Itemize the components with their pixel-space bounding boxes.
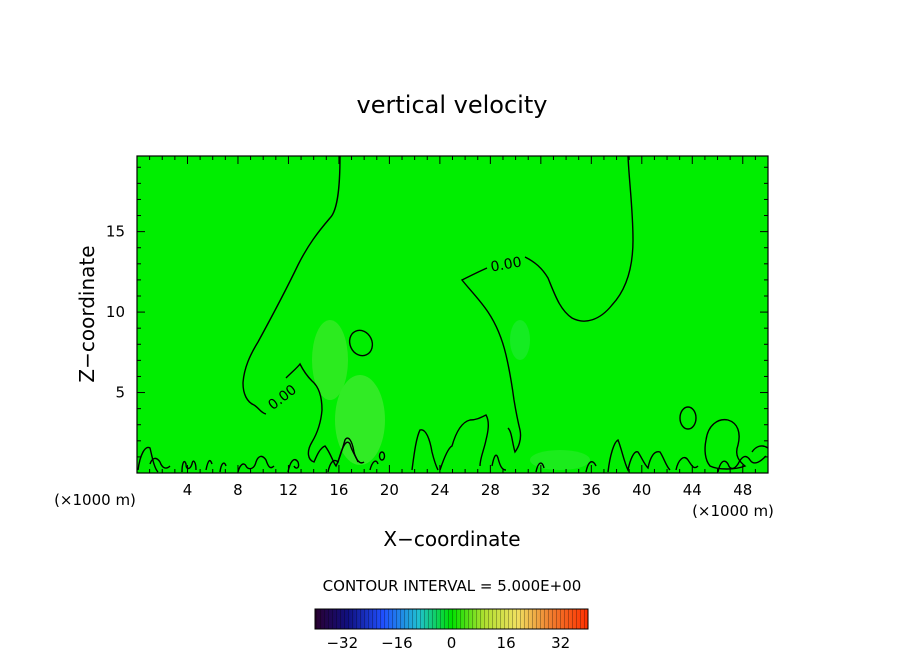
x-unit-right: (×1000 m) (692, 502, 774, 520)
x-axis-ticks: 4 8 12 16 20 24 28 32 36 40 44 48 (149, 156, 756, 499)
contour-zero-center (524, 155, 634, 322)
contour-closed-2 (679, 406, 697, 430)
y-tick-label: 5 (115, 384, 125, 402)
contour-label: 0.00 (489, 254, 522, 275)
y-axis-ticks: 5 10 15 (106, 166, 768, 458)
x-tick-label: 40 (632, 481, 651, 499)
colorbar-ticks: −32 −16 0 16 32 (326, 634, 570, 652)
x-tick-label: 8 (233, 481, 243, 499)
contour-bottom-noise (137, 414, 769, 473)
contour-label-group-2: 0.00 (485, 252, 527, 276)
colorbar-tick-label: 0 (447, 634, 457, 652)
contour-interval: CONTOUR INTERVAL = 5.000E+00 (323, 577, 582, 595)
y-tick-label: 10 (106, 303, 125, 321)
y-tick-label: 15 (106, 223, 125, 241)
colorbar-tick-label: −16 (381, 634, 413, 652)
x-tick-label: 16 (329, 481, 348, 499)
contour-lines (137, 155, 769, 473)
x-tick-label: 12 (279, 481, 298, 499)
x-tick-label: 28 (481, 481, 500, 499)
field-shading (312, 320, 590, 470)
x-tick-label: 48 (733, 481, 752, 499)
x-tick-label: 24 (430, 481, 449, 499)
contour-dot-1 (378, 451, 386, 461)
x-axis-label: X−coordinate (383, 527, 520, 551)
colorbar-stripes (315, 609, 588, 629)
x-tick-label: 4 (183, 481, 193, 499)
contour-zero-center-lower (460, 267, 522, 454)
x-tick-label: 44 (683, 481, 702, 499)
contour-zero-left (242, 155, 341, 415)
chart-title: vertical velocity (357, 91, 548, 119)
x-unit-left: (×1000 m) (54, 491, 136, 509)
x-tick-label: 36 (582, 481, 601, 499)
field-background (137, 156, 768, 473)
contour-closed-1 (348, 329, 374, 357)
colorbar-tick-label: 16 (497, 634, 516, 652)
colorbar-tick-label: 32 (551, 634, 570, 652)
x-tick-label: 32 (531, 481, 550, 499)
y-axis-label: Z−coordinate (75, 245, 99, 382)
contour-zero-left-lower (285, 362, 365, 468)
contour-closed-3 (704, 418, 747, 470)
colorbar-tick-label: −32 (326, 634, 358, 652)
x-tick-label: 20 (380, 481, 399, 499)
